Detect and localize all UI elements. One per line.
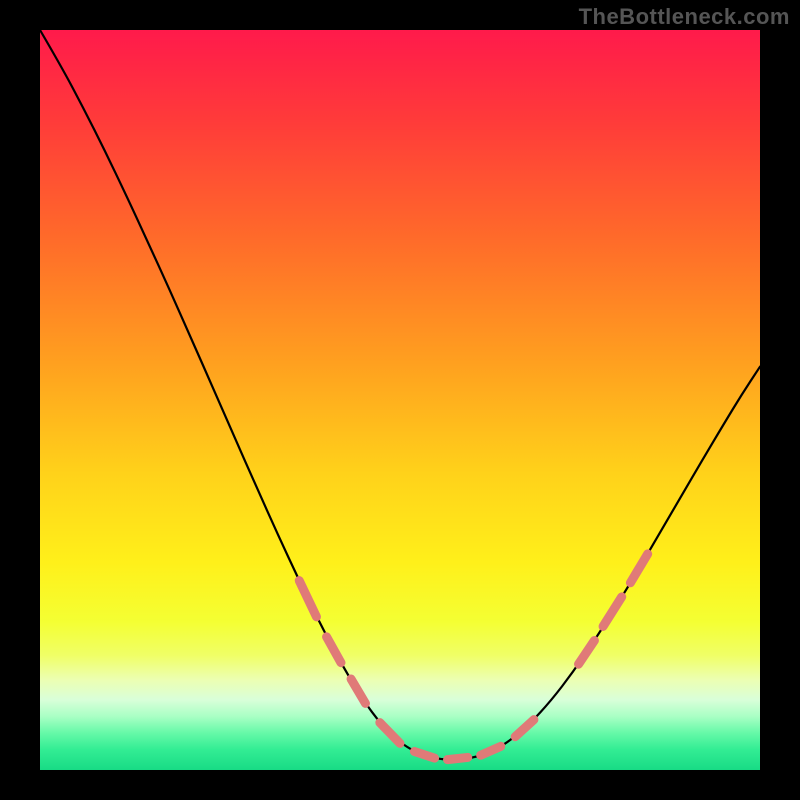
- gradient-background: [40, 30, 760, 770]
- bottleneck-chart: [0, 0, 800, 800]
- dash-segment: [448, 757, 468, 759]
- attribution-text: TheBottleneck.com: [579, 4, 790, 30]
- dash-segment: [414, 752, 434, 759]
- chart-outer: TheBottleneck.com: [0, 0, 800, 800]
